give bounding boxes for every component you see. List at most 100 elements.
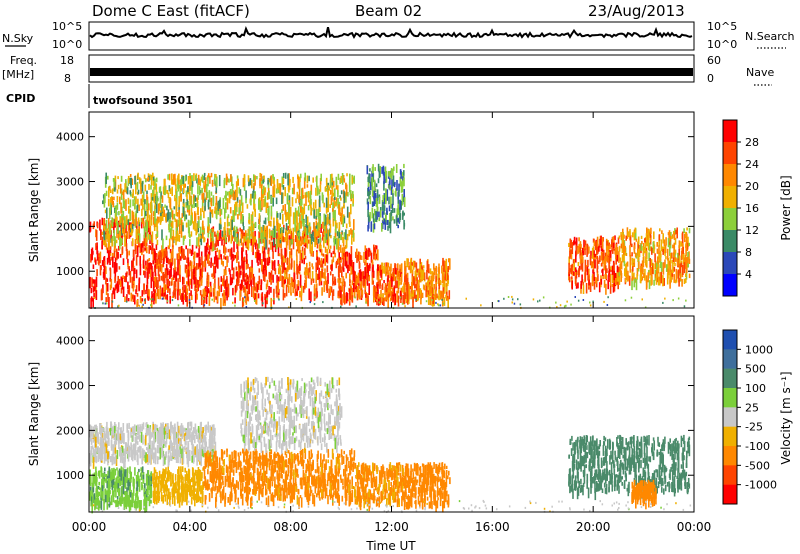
power-mark-9-864 — [123, 200, 126, 209]
power-mark-1-210 — [157, 289, 160, 300]
power-mark-9-209 — [122, 198, 125, 208]
power-mark-5-103 — [403, 292, 406, 305]
power-mark-9-542 — [200, 176, 203, 182]
power-mark-3-71 — [304, 267, 307, 279]
velocity-mark-1-587 — [204, 437, 207, 442]
power-mark-6-210 — [411, 286, 413, 295]
power-ground-scatter-77 — [150, 298, 152, 301]
power-mark-2-92 — [213, 256, 216, 265]
power-mark-9-1227 — [103, 230, 105, 239]
power-mark-9-884 — [335, 224, 337, 235]
power-mark-9-1025 — [135, 196, 137, 204]
power-mark-9-66 — [116, 196, 119, 202]
power-mark-10-155 — [367, 217, 370, 229]
power-mark-9-1084 — [276, 179, 279, 190]
power-ground-scatter-34 — [415, 298, 417, 301]
power-mark-7-234 — [596, 247, 598, 256]
power-mark-8-345 — [662, 262, 665, 275]
power-mark-2-362 — [214, 231, 216, 237]
velocity-mark-1-578 — [186, 448, 188, 452]
power-mark-10-186 — [372, 202, 374, 207]
power-mark-10-92 — [387, 225, 389, 231]
power-mark-0-60 — [99, 251, 102, 261]
power-mark-9-724 — [329, 212, 331, 220]
power-mark-0-266 — [147, 296, 150, 301]
power-mark-8-38 — [624, 268, 626, 277]
power-mark-8-85 — [645, 275, 648, 283]
power-mark-9-328 — [143, 226, 146, 239]
velocity-mark-1-615 — [125, 442, 127, 450]
power-mark-0-68 — [135, 255, 138, 266]
power-mark-8-219 — [625, 235, 627, 241]
power-mark-3-185 — [299, 291, 301, 298]
power-mark-10-108 — [396, 208, 399, 218]
power-mark-8-328 — [629, 229, 631, 237]
power-mark-0-166 — [118, 220, 120, 228]
power-mark-9-382 — [193, 198, 195, 208]
power-mark-9-931 — [178, 196, 180, 208]
power-mark-10-135 — [385, 212, 387, 221]
power-mark-9-331 — [196, 223, 198, 234]
power-mark-1-166 — [198, 280, 201, 285]
velocity-mark-0-112 — [95, 478, 98, 491]
power-mark-9-1120 — [238, 187, 241, 194]
velocity-mark-0-291 — [136, 481, 139, 490]
power-mark-0-182 — [146, 259, 149, 269]
power-mark-7-80 — [596, 240, 598, 253]
power-ground-scatter-29 — [404, 305, 406, 308]
velocity-mark-1-279 — [208, 439, 211, 449]
power-mark-9-1238 — [176, 191, 178, 201]
power-mark-0-193 — [143, 270, 145, 276]
colorbar-swatch-4 — [723, 208, 737, 231]
power-mark-2-300 — [219, 232, 221, 241]
power-ground-scatter-107 — [498, 300, 500, 303]
power-mark-9-1081 — [324, 233, 327, 243]
power-mark-9-56 — [117, 176, 119, 180]
power-mark-7-83 — [610, 257, 612, 262]
nsearch-tick-top: 10^5 — [707, 20, 737, 33]
power-mark-3-0 — [286, 267, 288, 279]
power-mark-8-273 — [683, 262, 686, 274]
velocity-mark-1-523 — [146, 454, 149, 463]
power-mark-8-269 — [670, 276, 672, 283]
power-mark-5-94 — [383, 298, 385, 306]
power-mark-10-148 — [392, 175, 395, 187]
velocity-mark-1-485 — [117, 432, 120, 437]
power-mark-9-1252 — [310, 199, 312, 205]
power-mark-2-51 — [253, 297, 256, 301]
power-mark-9-28 — [222, 197, 225, 210]
velocity-mark-0-176 — [106, 495, 109, 508]
power-mark-1-241 — [182, 285, 184, 294]
power-mark-10-115 — [385, 192, 387, 203]
power-mark-4-55 — [351, 265, 354, 275]
power-mark-0-16 — [95, 229, 97, 238]
power-mark-9-983 — [208, 224, 210, 231]
power-mark-4-212 — [365, 259, 367, 266]
power-ground-scatter-14 — [507, 296, 510, 298]
power-mark-9-378 — [210, 197, 213, 207]
power-mark-9-1049 — [339, 216, 342, 222]
power-mark-9-420 — [276, 214, 278, 223]
power-mark-9-393 — [127, 219, 129, 226]
velocity-mark-1-203 — [115, 436, 118, 445]
power-mark-10-11 — [374, 167, 376, 171]
power-mark-9-962 — [238, 207, 240, 215]
power-mark-0-152 — [109, 268, 112, 278]
power-mark-0-120 — [108, 297, 110, 308]
velocity-mark-1-335 — [92, 457, 95, 469]
power-mark-6-51 — [445, 282, 448, 287]
power-mark-3-235 — [282, 255, 285, 263]
power-mark-9-886 — [251, 219, 253, 228]
power-ground-scatter-92 — [641, 298, 643, 301]
power-mark-4-182 — [339, 244, 342, 253]
power-mark-9-726 — [125, 188, 128, 193]
power-mark-1-135 — [166, 294, 169, 304]
colorbar-tick-label-5: 24 — [745, 158, 759, 171]
power-mark-10-121 — [373, 208, 376, 216]
power-mark-8-146 — [664, 245, 667, 254]
power-mark-2-257 — [209, 245, 211, 251]
power-mark-7-127 — [582, 256, 584, 264]
power-mark-10-159 — [366, 198, 369, 205]
power-mark-7-122 — [611, 271, 614, 284]
power-mark-9-301 — [114, 175, 117, 180]
